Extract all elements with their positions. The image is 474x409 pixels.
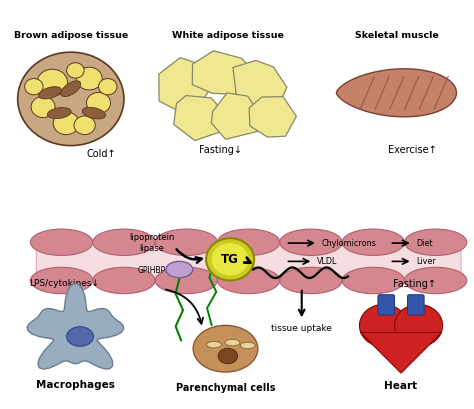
Polygon shape (174, 96, 223, 141)
Circle shape (67, 63, 84, 78)
Text: LPS/cytokines↓: LPS/cytokines↓ (29, 279, 99, 288)
Ellipse shape (155, 267, 218, 294)
Ellipse shape (193, 325, 258, 372)
Polygon shape (192, 51, 251, 94)
Text: Skeletal muscle: Skeletal muscle (355, 31, 438, 40)
Circle shape (212, 243, 248, 276)
Text: tissue uptake: tissue uptake (271, 324, 332, 333)
Ellipse shape (155, 229, 218, 256)
Text: TG: TG (221, 253, 239, 266)
Ellipse shape (404, 229, 467, 256)
Ellipse shape (166, 261, 193, 278)
Ellipse shape (30, 267, 93, 294)
Text: Brown adipose tissue: Brown adipose tissue (14, 31, 128, 40)
Ellipse shape (342, 267, 404, 294)
Circle shape (76, 67, 102, 90)
Circle shape (25, 79, 43, 95)
Text: lipoprotein
lipase: lipoprotein lipase (129, 233, 174, 253)
Ellipse shape (225, 339, 240, 346)
Text: Parenchymal cells: Parenchymal cells (176, 383, 275, 393)
Circle shape (206, 238, 254, 281)
Circle shape (53, 112, 79, 135)
Ellipse shape (218, 348, 237, 364)
Circle shape (18, 52, 124, 146)
Polygon shape (249, 97, 296, 137)
Ellipse shape (38, 87, 62, 99)
Polygon shape (233, 61, 287, 112)
Polygon shape (211, 93, 262, 139)
Text: Diet: Diet (416, 238, 433, 247)
Text: Heart: Heart (384, 382, 418, 391)
Text: Exercise↑: Exercise↑ (388, 145, 437, 155)
FancyBboxPatch shape (408, 294, 424, 315)
FancyBboxPatch shape (36, 241, 461, 282)
Ellipse shape (280, 229, 342, 256)
Ellipse shape (82, 107, 106, 119)
Text: Macrophages: Macrophages (36, 380, 115, 390)
Polygon shape (159, 58, 213, 113)
Text: Fasting↓: Fasting↓ (200, 145, 242, 155)
Polygon shape (337, 69, 456, 117)
Ellipse shape (218, 267, 280, 294)
Circle shape (86, 92, 110, 114)
Ellipse shape (47, 108, 71, 119)
Circle shape (37, 69, 68, 96)
Ellipse shape (280, 267, 342, 294)
FancyBboxPatch shape (378, 294, 394, 315)
Text: Fasting↑: Fasting↑ (393, 279, 437, 289)
Text: Chylomicrons: Chylomicrons (321, 238, 376, 247)
Ellipse shape (30, 229, 93, 256)
Text: Cold↑: Cold↑ (87, 149, 117, 159)
Polygon shape (360, 333, 442, 373)
Circle shape (394, 304, 443, 347)
Text: Liver: Liver (416, 257, 436, 266)
Text: White adipose tissue: White adipose tissue (172, 31, 284, 40)
Ellipse shape (61, 81, 81, 97)
Ellipse shape (93, 267, 155, 294)
Polygon shape (27, 283, 124, 369)
Ellipse shape (342, 229, 404, 256)
Text: VLDL: VLDL (317, 257, 337, 266)
Ellipse shape (240, 342, 255, 349)
Ellipse shape (404, 267, 467, 294)
Text: GPIHBP1: GPIHBP1 (137, 266, 171, 275)
Ellipse shape (93, 229, 155, 256)
Ellipse shape (218, 229, 280, 256)
Ellipse shape (207, 342, 221, 348)
Circle shape (99, 79, 117, 95)
Circle shape (74, 116, 95, 135)
Circle shape (359, 304, 408, 347)
Ellipse shape (67, 327, 93, 346)
Circle shape (31, 97, 55, 117)
